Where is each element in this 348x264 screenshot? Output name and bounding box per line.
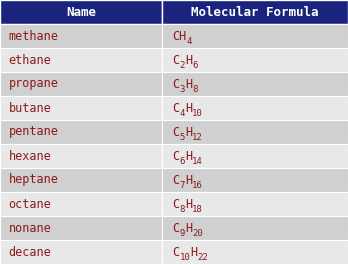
Text: CH: CH	[172, 30, 187, 43]
Bar	[162, 216, 348, 240]
Text: decane: decane	[9, 246, 52, 258]
Bar	[0, 216, 162, 240]
Text: 8: 8	[179, 205, 185, 214]
Bar	[0, 120, 162, 144]
Bar	[162, 120, 348, 144]
Text: 22: 22	[197, 253, 208, 262]
Text: propane: propane	[9, 78, 58, 91]
Text: 20: 20	[192, 229, 203, 238]
Text: 6: 6	[179, 157, 185, 166]
Text: C: C	[172, 54, 179, 67]
Text: C: C	[172, 101, 179, 115]
Bar	[0, 48, 162, 72]
Text: H: H	[185, 197, 192, 210]
Text: H: H	[185, 149, 192, 163]
Text: C: C	[172, 173, 179, 186]
Text: butane: butane	[9, 101, 52, 115]
Text: 2: 2	[179, 61, 185, 70]
Bar	[0, 168, 162, 192]
Text: H: H	[185, 78, 192, 91]
Text: H: H	[190, 246, 197, 258]
Text: C: C	[172, 246, 179, 258]
Bar	[162, 192, 348, 216]
Bar	[0, 72, 162, 96]
Text: C: C	[172, 78, 179, 91]
Text: ethane: ethane	[9, 54, 52, 67]
Bar	[162, 168, 348, 192]
Text: 3: 3	[179, 85, 185, 94]
Text: methane: methane	[9, 30, 58, 43]
Text: 8: 8	[192, 85, 197, 94]
Text: 10: 10	[179, 253, 190, 262]
Text: H: H	[185, 101, 192, 115]
Bar	[0, 240, 162, 264]
Text: C: C	[172, 221, 179, 234]
Text: H: H	[185, 125, 192, 139]
Bar	[162, 0, 348, 24]
Text: octane: octane	[9, 197, 52, 210]
Text: 4: 4	[187, 37, 192, 46]
Text: C: C	[172, 125, 179, 139]
Text: 6: 6	[192, 61, 197, 70]
Text: 7: 7	[179, 181, 185, 190]
Text: 4: 4	[179, 109, 185, 118]
Bar	[162, 72, 348, 96]
Bar	[162, 48, 348, 72]
Text: nonane: nonane	[9, 221, 52, 234]
Text: 14: 14	[192, 157, 203, 166]
Text: C: C	[172, 197, 179, 210]
Text: 16: 16	[192, 181, 203, 190]
Bar	[0, 24, 162, 48]
Text: Name: Name	[66, 6, 96, 18]
Text: H: H	[185, 173, 192, 186]
Text: C: C	[172, 149, 179, 163]
Bar	[162, 240, 348, 264]
Bar	[0, 192, 162, 216]
Text: Molecular Formula: Molecular Formula	[191, 6, 319, 18]
Bar	[162, 144, 348, 168]
Text: 9: 9	[179, 229, 185, 238]
Bar	[0, 96, 162, 120]
Text: H: H	[185, 54, 192, 67]
Bar	[0, 144, 162, 168]
Text: hexane: hexane	[9, 149, 52, 163]
Bar	[0, 0, 162, 24]
Bar	[162, 96, 348, 120]
Text: heptane: heptane	[9, 173, 58, 186]
Text: H: H	[185, 221, 192, 234]
Text: 12: 12	[192, 133, 203, 142]
Bar	[162, 24, 348, 48]
Text: pentane: pentane	[9, 125, 58, 139]
Text: 10: 10	[192, 109, 203, 118]
Text: 18: 18	[192, 205, 203, 214]
Text: 5: 5	[179, 133, 185, 142]
